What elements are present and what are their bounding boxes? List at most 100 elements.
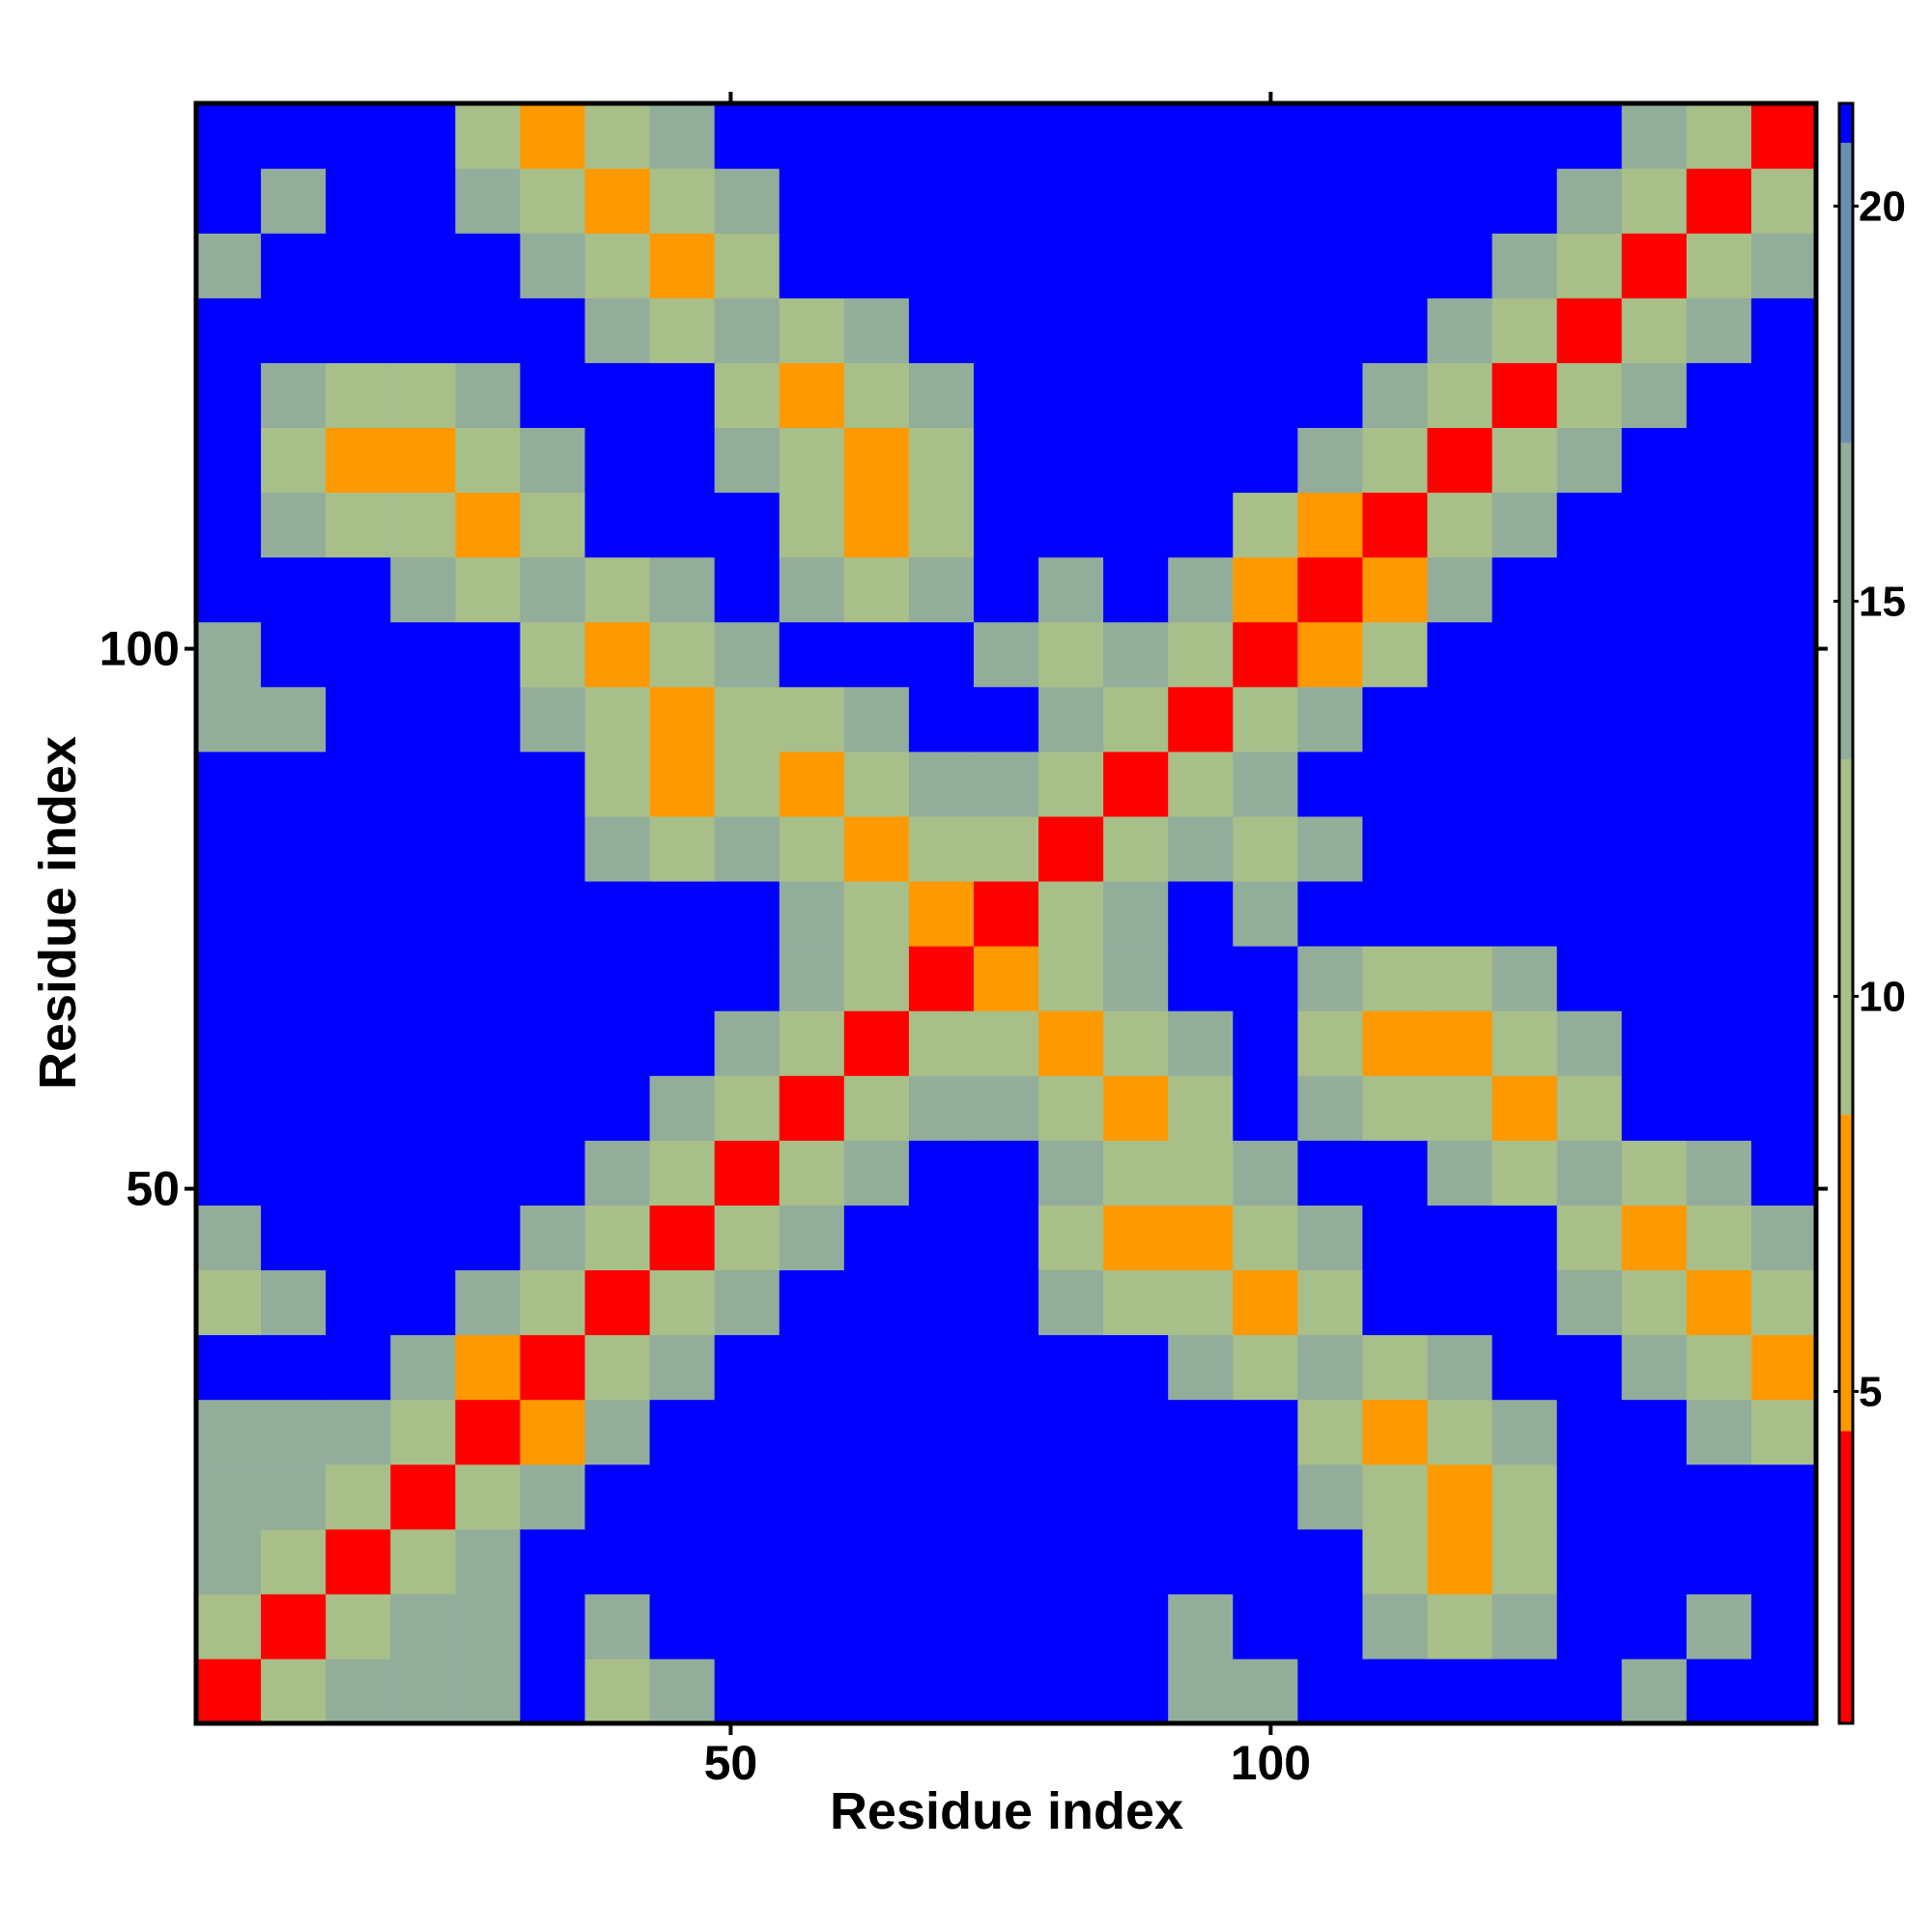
heatmap-cell — [390, 168, 456, 234]
heatmap-cell — [1492, 1205, 1558, 1271]
heatmap-cell — [520, 1269, 586, 1336]
heatmap-cell — [1621, 492, 1688, 558]
heatmap-cell — [1427, 427, 1493, 494]
heatmap-cell — [908, 880, 975, 947]
heatmap-cell — [1686, 1269, 1752, 1336]
heatmap-cell — [1750, 233, 1817, 298]
heatmap-cell — [1103, 1075, 1169, 1141]
heatmap-cell — [1556, 168, 1623, 234]
heatmap-cell — [261, 1528, 327, 1595]
heatmap-cell — [973, 815, 1039, 882]
heatmap-cell — [1103, 362, 1169, 428]
heatmap-cell — [584, 1269, 651, 1336]
colorbar-tick-label: 15 — [1859, 578, 1906, 625]
heatmap-cell — [390, 298, 456, 363]
heatmap-cell — [1750, 880, 1817, 947]
heatmap-cell — [779, 168, 845, 234]
heatmap-cell — [649, 427, 716, 494]
heatmap-cell — [1750, 492, 1817, 558]
heatmap-cell — [1038, 362, 1104, 428]
heatmap-cell — [261, 1010, 327, 1076]
heatmap-cell — [1750, 362, 1817, 428]
heatmap-cell — [390, 1205, 456, 1271]
heatmap-cell — [1556, 362, 1623, 428]
colorbar-tick-label: 5 — [1859, 1368, 1882, 1415]
heatmap-cell — [973, 492, 1039, 558]
heatmap-cell — [714, 362, 781, 428]
heatmap-cell — [649, 946, 716, 1011]
heatmap-cell — [973, 168, 1039, 234]
heatmap-cell — [1362, 1528, 1429, 1595]
heatmap-cell — [1297, 1463, 1364, 1530]
heatmap-cell — [714, 815, 781, 882]
heatmap-cell — [1621, 686, 1688, 753]
heatmap-cell — [1038, 1075, 1104, 1141]
heatmap-cell — [1038, 686, 1104, 753]
heatmap-cell — [261, 1658, 327, 1724]
heatmap-cell — [1621, 1658, 1688, 1724]
heatmap-cell — [1297, 427, 1364, 494]
heatmap-cell — [1297, 815, 1364, 882]
heatmap-cell — [908, 621, 975, 688]
heatmap-cell — [1750, 1269, 1817, 1336]
heatmap-cell — [196, 103, 262, 169]
heatmap-cell — [779, 1269, 845, 1336]
heatmap-cell — [584, 168, 651, 234]
heatmap-cell — [455, 751, 521, 817]
heatmap-cell — [1750, 298, 1817, 363]
heatmap-cell — [261, 1140, 327, 1206]
heatmap-cell — [714, 1399, 781, 1465]
heatmap-cell — [1103, 1334, 1169, 1401]
heatmap-cell — [584, 233, 651, 298]
heatmap-cell — [455, 815, 521, 882]
heatmap-cell — [455, 298, 521, 363]
heatmap-cell — [779, 1658, 845, 1724]
heatmap-cell — [1427, 1399, 1493, 1465]
heatmap-cell — [196, 946, 262, 1011]
heatmap-cell — [1750, 1205, 1817, 1271]
heatmap-cell — [714, 556, 781, 623]
heatmap-cell — [714, 1463, 781, 1530]
heatmap-cell — [1168, 103, 1234, 169]
heatmap-cell — [455, 1140, 521, 1206]
heatmap-cell — [1556, 686, 1623, 753]
heatmap-cell — [520, 1528, 586, 1595]
heatmap-cell — [455, 1528, 521, 1595]
heatmap-cell — [908, 1205, 975, 1271]
heatmap-cell — [1362, 1658, 1429, 1724]
heatmap-cell — [1297, 621, 1364, 688]
heatmap-cell — [843, 556, 910, 623]
heatmap-cell — [1168, 1463, 1234, 1530]
heatmap-cell — [1556, 880, 1623, 947]
heatmap-cell — [326, 103, 391, 169]
heatmap-cell — [1168, 1010, 1234, 1076]
heatmap-cell — [1556, 556, 1623, 623]
heatmap-cell — [1492, 1075, 1558, 1141]
heatmap-cell — [1168, 751, 1234, 817]
heatmap-cell — [455, 946, 521, 1011]
heatmap-cell — [1427, 1593, 1493, 1660]
heatmap-cell — [973, 1205, 1039, 1271]
heatmap-cell — [390, 1075, 456, 1141]
heatmap-cell — [326, 1593, 391, 1660]
heatmap-cell — [1750, 1528, 1817, 1595]
heatmap-cell — [973, 1399, 1039, 1465]
heatmap-cell — [1686, 815, 1752, 882]
heatmap-cell — [1233, 1205, 1298, 1271]
heatmap-cell — [1233, 103, 1298, 169]
heatmap-cell — [1362, 880, 1429, 947]
heatmap-cell — [455, 686, 521, 753]
heatmap-cell — [649, 556, 716, 623]
heatmap-cell — [1427, 1528, 1493, 1595]
heatmap-cell — [1621, 1205, 1688, 1271]
heatmap-cell — [1556, 1269, 1623, 1336]
heatmap-cell — [261, 946, 327, 1011]
heatmap-cell — [843, 1010, 910, 1076]
heatmap-cell — [1297, 103, 1364, 169]
heatmap-cell — [1168, 556, 1234, 623]
heatmap-cell — [196, 1334, 262, 1401]
heatmap-cell — [1686, 1075, 1752, 1141]
heatmap-cell — [1103, 1658, 1169, 1724]
x-tick-label: 100 — [1231, 1736, 1311, 1790]
heatmap-cell — [455, 1593, 521, 1660]
